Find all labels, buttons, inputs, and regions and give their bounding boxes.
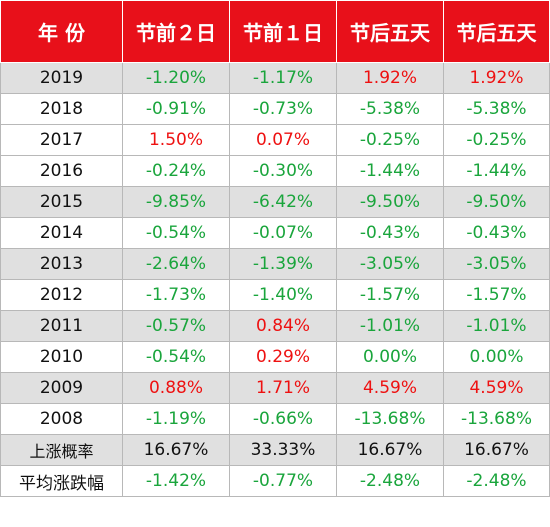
header-2-days-before: 节前２日 <box>122 0 230 63</box>
value-cell: -0.91% <box>122 93 230 125</box>
value-cell: -1.01% <box>443 310 550 342</box>
table-row: 2017 1.50% 0.07% -0.25% -0.25% <box>0 124 550 156</box>
value-cell: -1.39% <box>229 248 337 280</box>
table-row: 2008 -1.19% -0.66% -13.68% -13.68% <box>0 403 550 435</box>
header-5-days-after-2: 节后五天 <box>443 0 550 63</box>
header-row: 年 份 节前２日 节前１日 节后五天 节后五天 <box>0 0 550 63</box>
table-row: 2013 -2.64% -1.39% -3.05% -3.05% <box>0 248 550 280</box>
summary-value: -1.42% <box>122 465 230 497</box>
value-cell: -0.43% <box>443 217 550 249</box>
table-row: 2009 0.88% 1.71% 4.59% 4.59% <box>0 372 550 404</box>
table-row: 2012 -1.73% -1.40% -1.57% -1.57% <box>0 279 550 311</box>
value-cell: -0.57% <box>122 310 230 342</box>
value-cell: -3.05% <box>443 248 550 280</box>
year-cell: 2012 <box>0 279 123 311</box>
value-cell: -2.64% <box>122 248 230 280</box>
value-cell: -0.25% <box>443 124 550 156</box>
value-cell: 1.50% <box>122 124 230 156</box>
value-cell: -13.68% <box>336 403 444 435</box>
value-cell: 4.59% <box>336 372 444 404</box>
value-cell: -0.54% <box>122 341 230 373</box>
value-cell: 1.92% <box>336 62 444 94</box>
rise-probability-row: 上涨概率 16.67% 33.33% 16.67% 16.67% <box>0 434 550 466</box>
table-row: 2011 -0.57% 0.84% -1.01% -1.01% <box>0 310 550 342</box>
table-row: 2015 -9.85% -6.42% -9.50% -9.50% <box>0 186 550 218</box>
table-row: 2014 -0.54% -0.07% -0.43% -0.43% <box>0 217 550 249</box>
value-cell: -1.01% <box>336 310 444 342</box>
value-cell: -1.57% <box>443 279 550 311</box>
seasonal-returns-table: 年 份 节前２日 节前１日 节后五天 节后五天 2019 -1.20% -1.1… <box>0 0 550 497</box>
summary-label: 上涨概率 <box>0 434 123 466</box>
summary-value: 16.67% <box>443 434 550 466</box>
value-cell: -5.38% <box>443 93 550 125</box>
year-cell: 2019 <box>0 62 123 94</box>
year-cell: 2009 <box>0 372 123 404</box>
value-cell: -3.05% <box>336 248 444 280</box>
value-cell: 0.07% <box>229 124 337 156</box>
value-cell: -1.57% <box>336 279 444 311</box>
table-row: 2010 -0.54% 0.29% 0.00% 0.00% <box>0 341 550 373</box>
value-cell: -1.17% <box>229 62 337 94</box>
header-5-days-after: 节后五天 <box>336 0 444 63</box>
year-cell: 2016 <box>0 155 123 187</box>
summary-value: -2.48% <box>443 465 550 497</box>
summary-value: -2.48% <box>336 465 444 497</box>
year-cell: 2011 <box>0 310 123 342</box>
value-cell: -0.54% <box>122 217 230 249</box>
value-cell: 0.29% <box>229 341 337 373</box>
value-cell: 0.88% <box>122 372 230 404</box>
value-cell: -1.44% <box>443 155 550 187</box>
value-cell: 0.84% <box>229 310 337 342</box>
value-cell: 1.92% <box>443 62 550 94</box>
value-cell: -0.07% <box>229 217 337 249</box>
summary-value: -0.77% <box>229 465 337 497</box>
year-cell: 2008 <box>0 403 123 435</box>
value-cell: -5.38% <box>336 93 444 125</box>
summary-label: 平均涨跌幅 <box>0 465 123 497</box>
value-cell: 1.71% <box>229 372 337 404</box>
year-cell: 2013 <box>0 248 123 280</box>
value-cell: -6.42% <box>229 186 337 218</box>
header-year: 年 份 <box>0 0 123 63</box>
value-cell: 0.00% <box>336 341 444 373</box>
value-cell: -9.85% <box>122 186 230 218</box>
value-cell: 0.00% <box>443 341 550 373</box>
table-row: 2016 -0.24% -0.30% -1.44% -1.44% <box>0 155 550 187</box>
value-cell: -9.50% <box>336 186 444 218</box>
value-cell: -9.50% <box>443 186 550 218</box>
value-cell: 4.59% <box>443 372 550 404</box>
value-cell: -0.66% <box>229 403 337 435</box>
summary-value: 33.33% <box>229 434 337 466</box>
table-row: 2019 -1.20% -1.17% 1.92% 1.92% <box>0 62 550 94</box>
year-cell: 2010 <box>0 341 123 373</box>
year-cell: 2018 <box>0 93 123 125</box>
average-change-row: 平均涨跌幅 -1.42% -0.77% -2.48% -2.48% <box>0 465 550 497</box>
table-row: 2018 -0.91% -0.73% -5.38% -5.38% <box>0 93 550 125</box>
value-cell: -0.24% <box>122 155 230 187</box>
summary-value: 16.67% <box>336 434 444 466</box>
year-cell: 2017 <box>0 124 123 156</box>
header-1-day-before: 节前１日 <box>229 0 337 63</box>
value-cell: -13.68% <box>443 403 550 435</box>
value-cell: -1.40% <box>229 279 337 311</box>
year-cell: 2015 <box>0 186 123 218</box>
value-cell: -1.73% <box>122 279 230 311</box>
summary-value: 16.67% <box>122 434 230 466</box>
value-cell: -1.20% <box>122 62 230 94</box>
year-cell: 2014 <box>0 217 123 249</box>
value-cell: -0.73% <box>229 93 337 125</box>
value-cell: -0.25% <box>336 124 444 156</box>
value-cell: -1.44% <box>336 155 444 187</box>
value-cell: -0.30% <box>229 155 337 187</box>
value-cell: -1.19% <box>122 403 230 435</box>
value-cell: -0.43% <box>336 217 444 249</box>
